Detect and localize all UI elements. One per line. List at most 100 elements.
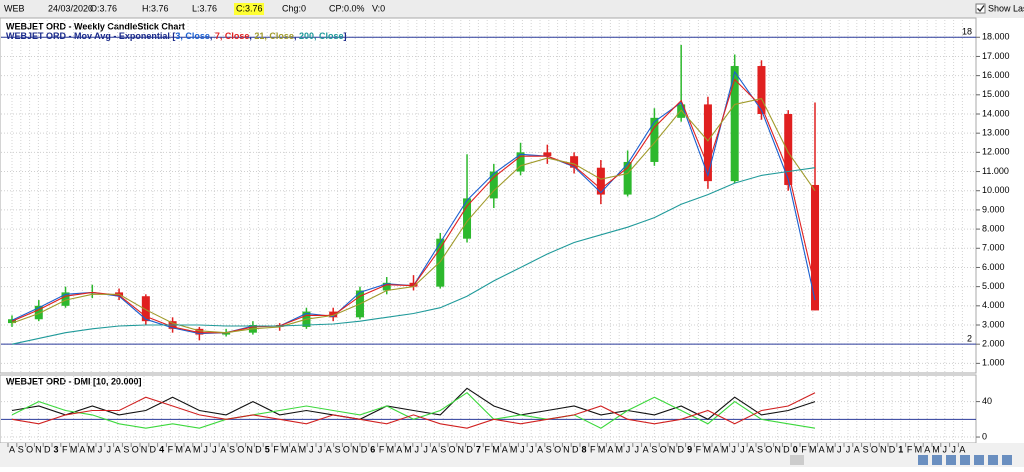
x-tick-label: M xyxy=(87,444,95,454)
icon[interactable] xyxy=(932,455,942,465)
candle-body xyxy=(730,66,739,182)
x-tick-label: A xyxy=(220,444,226,454)
y-tick-label: 4.000 xyxy=(982,300,1005,310)
x-tick-label: 0 xyxy=(793,444,798,454)
legend-part: 200, Close xyxy=(299,31,344,41)
legend-part: 21, Close xyxy=(254,31,294,41)
x-tick-label: M xyxy=(510,444,518,454)
candle-body xyxy=(516,152,525,172)
x-tick-label: A xyxy=(396,444,402,454)
y-tick-label: 17.000 xyxy=(982,51,1010,61)
x-tick-label: J xyxy=(212,444,217,454)
candle-body xyxy=(623,161,632,195)
x-tick-label: J xyxy=(740,444,745,454)
icon[interactable] xyxy=(918,455,928,465)
x-tick-label: F xyxy=(379,444,385,454)
series-line xyxy=(11,387,816,420)
x-tick-label: A xyxy=(713,444,719,454)
candle-body xyxy=(222,332,231,335)
candle-body xyxy=(784,113,793,185)
x-tick-label: O xyxy=(660,444,667,454)
candle-body xyxy=(489,171,498,199)
x-tick-label: M xyxy=(175,444,183,454)
y-tick-label: 7.000 xyxy=(982,243,1005,253)
x-tick-label: N xyxy=(352,444,359,454)
x-tick-label: S xyxy=(546,444,552,454)
x-tick-label: F xyxy=(168,444,174,454)
x-tick-label: A xyxy=(924,444,930,454)
x-tick-label: J xyxy=(626,444,631,454)
x-tick-label: N xyxy=(669,444,676,454)
x-tick-label: N xyxy=(880,444,887,454)
x-tick-label: S xyxy=(863,444,869,454)
x-tick-label: S xyxy=(229,444,235,454)
x-tick-label: A xyxy=(748,444,754,454)
candle-body xyxy=(61,292,70,306)
quote-field: Chg:0 xyxy=(282,3,306,13)
x-tick-label: A xyxy=(607,444,613,454)
x-tick-label: 1 xyxy=(898,444,903,454)
x-tick-label: M xyxy=(492,444,500,454)
x-tick-label: N xyxy=(246,444,253,454)
x-tick-label: D xyxy=(572,444,579,454)
y-tick-label: 13.000 xyxy=(982,128,1010,138)
x-tick-label: J xyxy=(846,444,851,454)
x-tick-label: M xyxy=(299,444,307,454)
icon[interactable] xyxy=(1002,455,1012,465)
icon[interactable] xyxy=(974,455,984,465)
toolbar-icons xyxy=(918,455,1012,465)
x-tick-label: A xyxy=(854,444,860,454)
show-last-label[interactable]: Show Last xyxy=(988,3,1024,13)
x-tick-label: D xyxy=(783,444,790,454)
y-tick-label: 1.000 xyxy=(982,358,1005,368)
x-tick-label: J xyxy=(318,444,323,454)
x-tick-label: 5 xyxy=(265,444,270,454)
icon[interactable] xyxy=(946,455,956,465)
y-tick-label: 14.000 xyxy=(982,108,1010,118)
x-tick-label: A xyxy=(959,444,965,454)
x-tick-label: F xyxy=(273,444,279,454)
x-tick-label: 3 xyxy=(53,444,58,454)
ma-legend: WEBJET ORD - Mov Avg - Exponential [3, C… xyxy=(6,31,346,41)
x-tick-label: D xyxy=(466,444,473,454)
x-tick-label: J xyxy=(837,444,842,454)
x-tick-label: D xyxy=(255,444,262,454)
y-tick-label: 9.000 xyxy=(982,204,1005,214)
date: 24/03/2020 xyxy=(48,3,93,13)
legend-part: , xyxy=(249,31,254,41)
quote-field: V:0 xyxy=(372,3,385,13)
icon[interactable] xyxy=(988,455,998,465)
quote-field: H:3.76 xyxy=(142,3,169,13)
chart-title: WEBJET ORD - Weekly CandleStick Chart xyxy=(6,21,185,31)
scroll-thumb[interactable] xyxy=(790,455,804,465)
x-tick-label: D xyxy=(889,444,896,454)
x-tick-label: O xyxy=(26,444,33,454)
x-tick-label: A xyxy=(79,444,85,454)
x-tick-label: M xyxy=(598,444,606,454)
series-line xyxy=(11,167,816,345)
x-tick-label: D xyxy=(678,444,685,454)
x-tick-label: F xyxy=(801,444,807,454)
x-tick-label: S xyxy=(18,444,24,454)
y-tick-label: 8.000 xyxy=(982,223,1005,233)
x-tick-label: J xyxy=(107,444,112,454)
series-line xyxy=(11,97,816,334)
y-tick-label: 18.000 xyxy=(982,32,1010,42)
candle-body xyxy=(811,184,819,311)
x-tick-label: A xyxy=(9,444,15,454)
quote-field: C:3.76 xyxy=(236,3,263,13)
x-tick-label: A xyxy=(537,444,543,454)
quote-field: CP:0.0% xyxy=(329,3,365,13)
show-last-checkbox[interactable] xyxy=(975,3,986,14)
x-tick-label: S xyxy=(651,444,657,454)
y-tick-label: 12.000 xyxy=(982,147,1010,157)
x-tick-label: F xyxy=(907,444,913,454)
x-tick-label: A xyxy=(431,444,437,454)
dmi-title: WEBJET ORD - DMI [10, 20.000] xyxy=(6,376,142,386)
y-tick-label: 15.000 xyxy=(982,89,1010,99)
x-tick-label: 9 xyxy=(687,444,692,454)
symbol: WEB xyxy=(4,3,25,13)
icon[interactable] xyxy=(960,455,970,465)
x-tick-label: M xyxy=(70,444,78,454)
x-tick-label: A xyxy=(115,444,121,454)
